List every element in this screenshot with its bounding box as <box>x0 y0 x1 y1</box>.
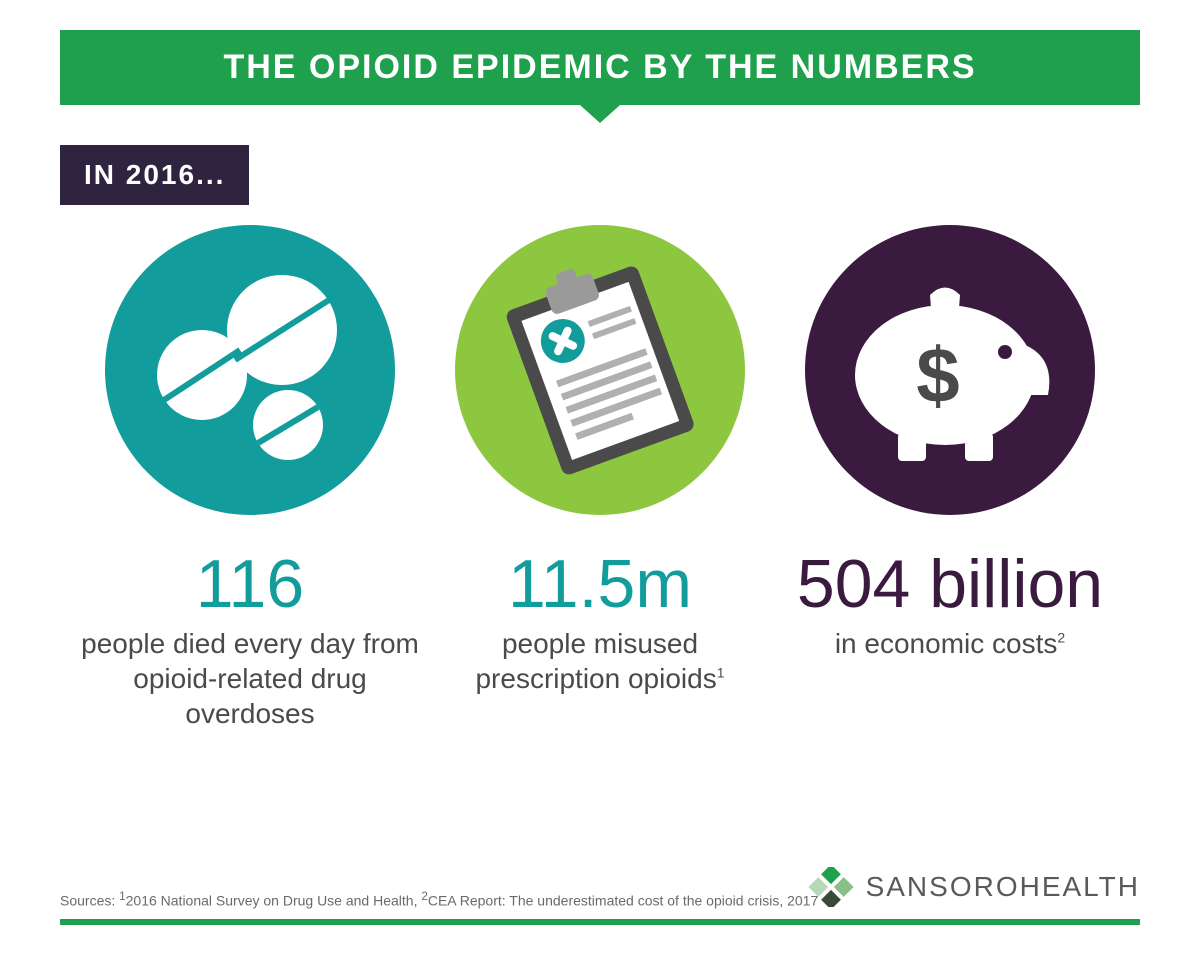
stat-misuse-value: 11.5m <box>508 550 692 618</box>
logo-icon <box>806 867 856 907</box>
stat-cost-desc: in economic costs2 <box>835 626 1065 661</box>
footer-divider <box>60 919 1140 925</box>
piggybank-icon: $ <box>805 225 1095 515</box>
pills-icon <box>105 225 395 515</box>
svg-text:$: $ <box>916 331 959 419</box>
title-text: THE OPIOID EPIDEMIC BY THE NUMBERS <box>223 48 976 86</box>
logo-word-2: HEALTH <box>1020 871 1140 902</box>
sansoro-logo: SANSOROHEALTH <box>806 867 1140 907</box>
stats-row: 116 people died every day from opioid-re… <box>0 205 1200 731</box>
stat-cost-value: 504 billion <box>797 550 1103 618</box>
year-text: IN 2016... <box>84 159 225 190</box>
stat-misuse: 11.5m people misused prescription opioid… <box>430 225 770 731</box>
stat-deaths-desc: people died every day from opioid-relate… <box>80 626 420 731</box>
stat-misuse-desc: people misused prescription opioids1 <box>430 626 770 696</box>
title-bar: THE OPIOID EPIDEMIC BY THE NUMBERS <box>60 30 1140 105</box>
year-badge: IN 2016... <box>60 145 249 205</box>
footer: Sources: 12016 National Survey on Drug U… <box>60 890 1140 925</box>
clipboard-icon <box>455 225 745 515</box>
stat-deaths: 116 people died every day from opioid-re… <box>80 225 420 731</box>
logo-word-1: SANSORO <box>866 871 1020 902</box>
stat-deaths-value: 116 <box>196 550 304 618</box>
stat-cost: $ 504 billion in economic costs2 <box>780 225 1120 731</box>
